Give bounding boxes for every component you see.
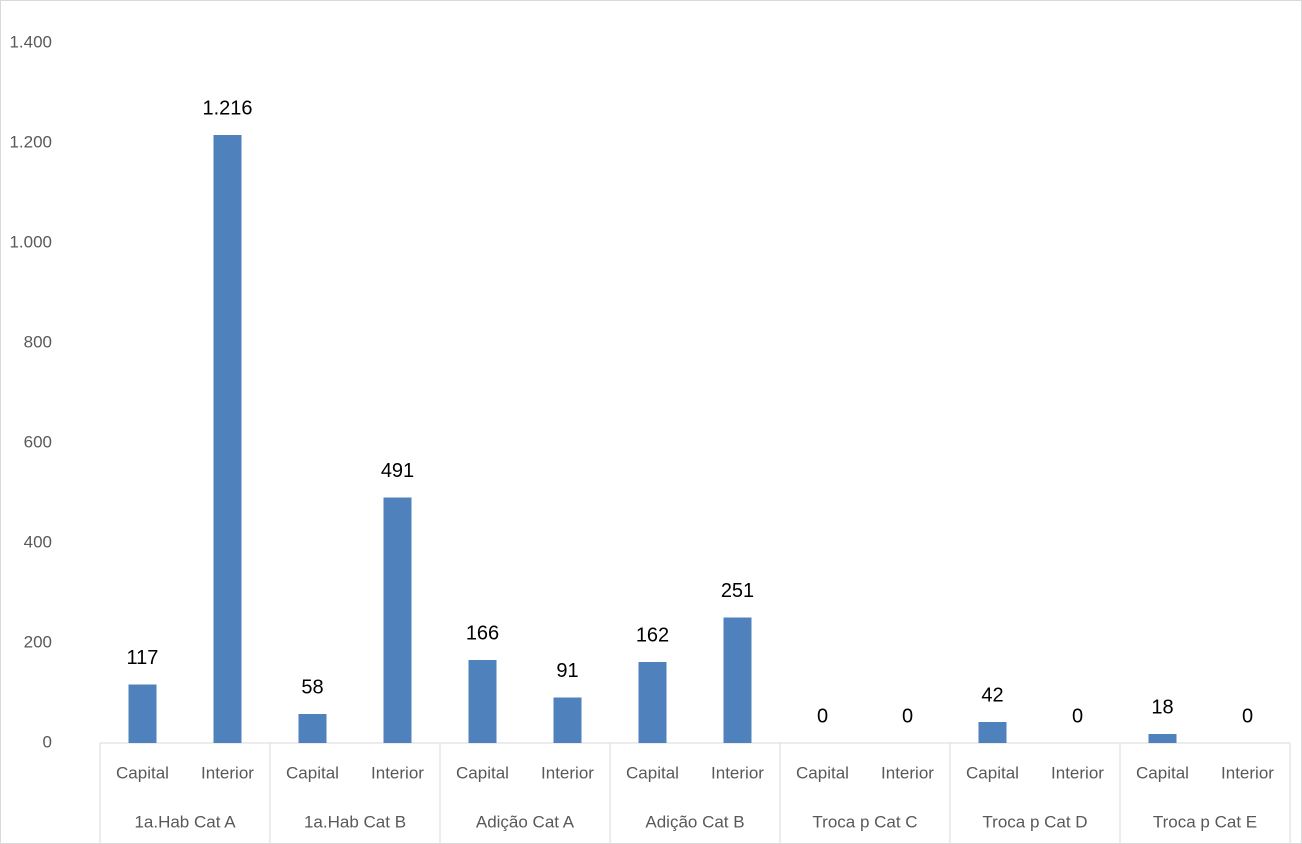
x-tick-label: Capital (456, 763, 509, 782)
y-tick-label: 800 (24, 332, 52, 351)
group-label: Adição Cat B (645, 812, 744, 831)
y-tick-label: 400 (24, 532, 52, 551)
x-tick-label: Capital (1136, 763, 1189, 782)
bar (553, 697, 582, 743)
data-label: 58 (301, 676, 323, 698)
x-tick-label: Interior (371, 763, 424, 782)
group-label: 1a.Hab Cat A (134, 812, 236, 831)
group-label: 1a.Hab Cat B (304, 812, 406, 831)
group-label: Troca p Cat E (1153, 812, 1257, 831)
y-tick-label: 1.400 (9, 32, 52, 51)
x-tick-label: Capital (626, 763, 679, 782)
x-tick-label: Interior (541, 763, 594, 782)
data-label: 117 (127, 647, 159, 669)
bar (468, 660, 497, 743)
x-tick-label: Interior (881, 763, 934, 782)
data-label: 0 (817, 705, 828, 727)
data-label: 42 (981, 684, 1003, 706)
data-label: 1.216 (202, 97, 252, 119)
y-tick-label: 0 (43, 732, 52, 751)
x-tick-label: Interior (1221, 763, 1274, 782)
data-label: 0 (1242, 705, 1253, 727)
data-label: 251 (721, 580, 754, 602)
y-tick-label: 1.200 (9, 132, 52, 151)
y-tick-label: 1.000 (9, 232, 52, 251)
x-tick-label: Interior (201, 763, 254, 782)
bar (213, 135, 242, 743)
bar (978, 722, 1007, 743)
data-label: 166 (466, 622, 499, 644)
bar (1148, 734, 1177, 743)
y-tick-label: 600 (24, 432, 52, 451)
data-label: 0 (1072, 705, 1083, 727)
x-tick-label: Interior (1051, 763, 1104, 782)
data-label: 0 (902, 705, 913, 727)
data-label: 162 (636, 624, 669, 646)
bar (723, 617, 752, 743)
data-label: 91 (556, 660, 578, 682)
group-label: Troca p Cat D (982, 812, 1087, 831)
data-label: 491 (381, 460, 414, 482)
bar (128, 684, 157, 743)
x-tick-label: Interior (711, 763, 764, 782)
data-label: 18 (1151, 696, 1173, 718)
group-label: Troca p Cat C (812, 812, 917, 831)
group-label: Adição Cat A (476, 812, 575, 831)
x-tick-label: Capital (796, 763, 849, 782)
x-tick-label: Capital (966, 763, 1019, 782)
x-tick-label: Capital (116, 763, 169, 782)
y-tick-label: 200 (24, 632, 52, 651)
bar (298, 714, 327, 743)
bar (638, 662, 667, 743)
x-tick-label: Capital (286, 763, 339, 782)
bar (383, 497, 412, 743)
